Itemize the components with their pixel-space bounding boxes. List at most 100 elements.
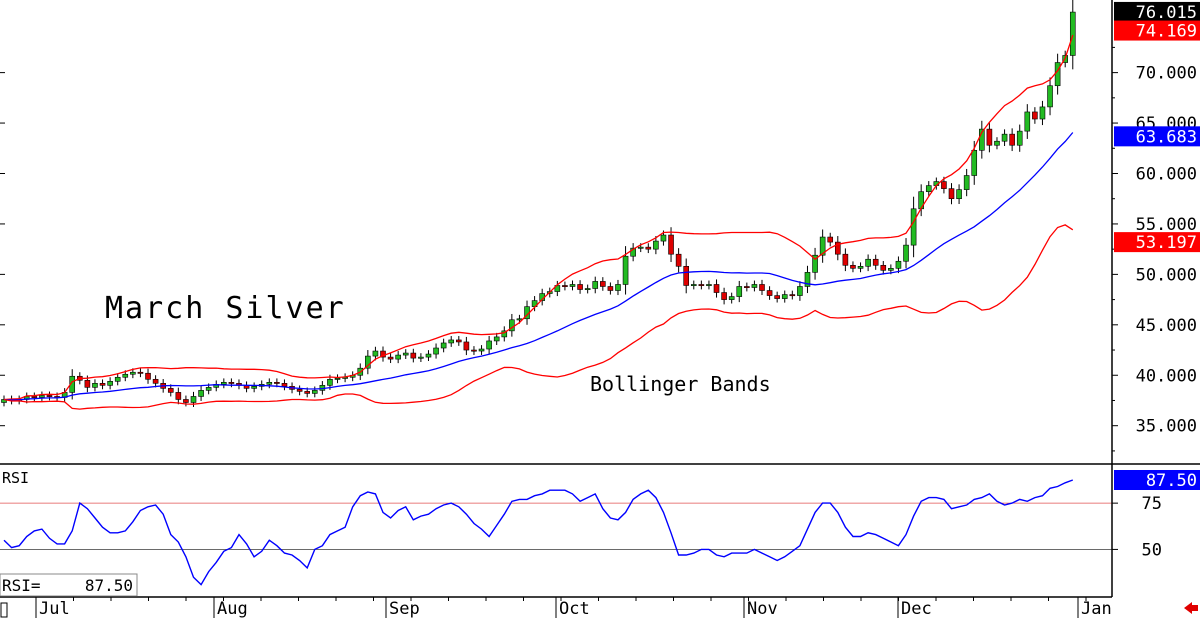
candle-body-up (130, 371, 136, 375)
candle-body-up (865, 258, 871, 267)
candle-body-up (903, 244, 909, 262)
rsi-tick-label: 75 (1142, 494, 1162, 514)
candle (766, 286, 773, 300)
candle-body-down (562, 285, 568, 287)
candle-body-up (584, 288, 591, 290)
bollinger-middle-band (3, 132, 1074, 401)
scroll-handle[interactable] (0, 602, 8, 618)
candle-body-up (728, 296, 735, 300)
candle-body-up (440, 342, 447, 349)
candle (1009, 128, 1015, 152)
candle (167, 384, 174, 397)
month-label: Sep (389, 599, 420, 618)
candle (607, 282, 614, 295)
candle (615, 279, 621, 296)
candle-body-up (1024, 111, 1031, 132)
candle-body-down (167, 388, 174, 393)
candle (850, 261, 856, 273)
bollinger-upper-band (3, 34, 1074, 401)
candle-body-down (455, 339, 462, 343)
candle-body-down (721, 292, 727, 300)
candle (812, 247, 818, 280)
candle-body-up (92, 383, 98, 388)
price-tick-label: 55.000 (1136, 215, 1197, 235)
candle (857, 262, 864, 273)
candle-body-up (311, 390, 318, 394)
candle (39, 391, 45, 402)
candle (797, 281, 803, 301)
last-badge-value: 76.015 (1136, 3, 1197, 23)
candle-body-down (766, 290, 773, 296)
candle-body-down (577, 284, 583, 290)
candle-body-up (251, 386, 257, 389)
candle (440, 338, 447, 353)
candle-body-up (736, 286, 743, 297)
candle-body-down (880, 264, 887, 271)
candle (759, 279, 765, 296)
candle-body-up (797, 286, 803, 296)
candle (948, 183, 955, 205)
candle (365, 350, 371, 375)
rsi-readout-box (0, 573, 138, 597)
candle (448, 336, 455, 347)
candle (137, 368, 144, 378)
candle-body-up (706, 284, 712, 286)
candle (842, 248, 849, 272)
candle-body-down (463, 341, 470, 351)
middle-band-badge-value: 63.683 (1136, 127, 1197, 147)
candle-body-up (925, 185, 932, 192)
candle-body-up (812, 254, 818, 273)
candle-body-down (941, 181, 947, 189)
candle (380, 346, 386, 362)
candle-body-down (789, 294, 796, 297)
rsi-last-badge (1114, 470, 1200, 490)
candle (963, 168, 970, 197)
month-label: Dec (901, 599, 932, 618)
candle-body-down (175, 392, 182, 400)
candle (92, 379, 98, 392)
candle (698, 280, 705, 290)
candle-body-up (592, 281, 599, 289)
candle-body-down (948, 188, 955, 200)
candle-body-down (850, 264, 856, 269)
candles-layer (1, 0, 1076, 408)
candle-body-down (183, 399, 189, 403)
candle (198, 385, 204, 401)
candle (827, 232, 834, 247)
candle (569, 280, 576, 291)
month-label: Oct (559, 599, 590, 618)
candle (433, 343, 439, 359)
candle (228, 378, 235, 388)
candle (994, 137, 1000, 150)
candle-body-up (979, 128, 985, 151)
candle-body-up (425, 353, 432, 358)
candle (736, 280, 743, 303)
candle-body-up (205, 387, 212, 391)
candle-body-up (956, 189, 962, 200)
price-tick-label: 60.000 (1136, 164, 1197, 184)
candle-body-down (774, 295, 780, 299)
candle (910, 196, 917, 258)
candle (706, 280, 712, 290)
candle (979, 120, 985, 159)
candle-body-up (433, 347, 439, 355)
candle-body-up (107, 381, 113, 386)
candle (478, 345, 485, 355)
candle (183, 395, 189, 407)
candle (865, 254, 871, 272)
candle (675, 248, 682, 273)
candle-body-down (471, 349, 477, 352)
candle (296, 385, 303, 396)
candle (213, 380, 220, 392)
candle-body-down (834, 241, 841, 255)
candle-body-down (145, 372, 151, 380)
candle-body-up (690, 284, 697, 286)
candle (418, 353, 424, 363)
candle (804, 265, 811, 294)
scroll-left-arrow-icon[interactable] (1184, 602, 1198, 614)
candle-body-down (744, 286, 750, 288)
candle (372, 346, 379, 361)
last-badge (1114, 1, 1200, 22)
